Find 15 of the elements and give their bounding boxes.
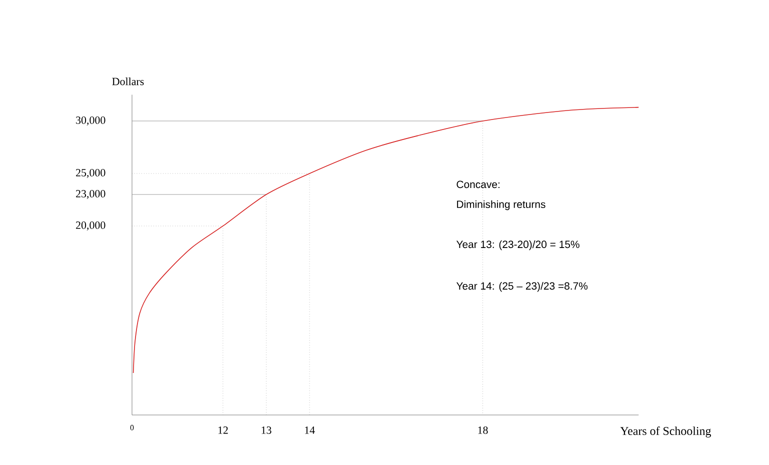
annotation: Year 14: (25 – 23)/23 =8.7%: [456, 282, 588, 292]
y-tick-label: 20,000: [76, 222, 106, 230]
y-axis-title: Dollars: [112, 78, 144, 86]
line-series: [132, 106, 640, 374]
y-tick-label: 30,000: [76, 116, 106, 126]
x-axis-title: Years of Schooling: [620, 426, 712, 438]
annotation: Year 13: (23-20)/20 = 15%: [456, 240, 580, 250]
x-tick-label: 18: [478, 426, 488, 434]
x-tick-label: 12: [218, 426, 228, 434]
x-tick-label: 13: [262, 426, 272, 434]
x-tick-label: 14: [305, 426, 315, 434]
annotation: Diminishing returns: [457, 200, 546, 210]
y-tick-label: 23,000: [76, 190, 106, 199]
annotation: Concave:: [456, 180, 500, 188]
y-tick-label: 25,000: [76, 169, 106, 178]
